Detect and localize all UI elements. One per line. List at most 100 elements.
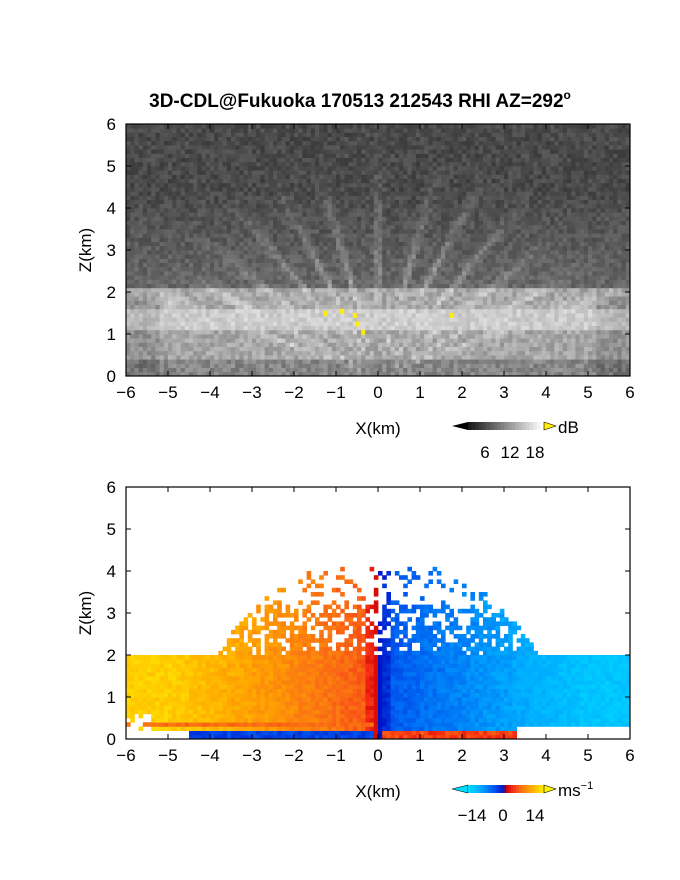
heatmap-cell bbox=[172, 367, 177, 373]
heatmap-cell bbox=[319, 212, 324, 217]
heatmap-cell bbox=[420, 371, 425, 377]
heatmap-cell bbox=[201, 262, 207, 268]
heatmap-cell bbox=[327, 170, 333, 175]
heatmap-cell bbox=[344, 262, 349, 268]
heatmap-cell bbox=[386, 292, 391, 297]
heatmap-cell bbox=[415, 178, 421, 184]
heatmap-cell bbox=[189, 266, 194, 272]
heatmap-cell bbox=[147, 233, 152, 238]
heatmap-cell bbox=[252, 342, 257, 347]
heatmap-cell bbox=[130, 338, 135, 343]
heatmap-cell bbox=[336, 195, 341, 200]
heatmap-cell bbox=[218, 170, 223, 175]
heatmap-cell bbox=[411, 136, 417, 142]
heatmap-cell bbox=[432, 157, 438, 163]
heatmap-cell bbox=[151, 338, 156, 343]
heatmap-cell bbox=[306, 355, 312, 360]
heatmap-cell bbox=[168, 199, 173, 205]
heatmap-cell bbox=[310, 182, 316, 188]
heatmap-cell bbox=[420, 153, 425, 158]
heatmap-cell bbox=[142, 325, 148, 331]
heatmap-cell bbox=[420, 329, 425, 335]
heatmap-cell bbox=[126, 153, 131, 158]
heatmap-cell bbox=[394, 187, 400, 192]
heatmap-cell bbox=[462, 136, 467, 142]
heatmap-cell bbox=[247, 338, 253, 343]
heatmap-cell bbox=[268, 229, 274, 234]
heatmap-cell bbox=[432, 220, 438, 226]
heatmap-cell bbox=[142, 279, 148, 284]
heatmap-cell bbox=[210, 283, 215, 289]
heatmap-cell bbox=[222, 287, 228, 293]
heatmap-cell bbox=[378, 287, 383, 293]
heatmap-cell bbox=[289, 178, 295, 184]
heatmap-cell bbox=[130, 157, 135, 163]
heatmap-cell bbox=[319, 220, 324, 226]
heatmap-cell bbox=[357, 128, 362, 133]
heatmap-cell bbox=[369, 338, 375, 343]
heatmap-cell bbox=[315, 334, 320, 339]
heatmap-cell bbox=[319, 363, 324, 368]
heatmap-cell bbox=[336, 157, 341, 163]
heatmap-cell bbox=[411, 153, 417, 158]
heatmap-cell bbox=[210, 292, 215, 297]
heatmap-cell bbox=[159, 220, 165, 226]
heatmap-cell bbox=[176, 279, 181, 284]
heatmap-cell bbox=[138, 325, 144, 331]
heatmap-cell bbox=[441, 241, 446, 247]
heatmap-cell bbox=[373, 296, 379, 301]
heatmap-cell bbox=[378, 338, 383, 343]
heatmap-cell bbox=[407, 124, 412, 129]
heatmap-cell bbox=[298, 338, 303, 343]
heatmap-cell bbox=[411, 275, 417, 280]
heatmap-cell bbox=[201, 346, 207, 352]
heatmap-cell bbox=[344, 128, 349, 133]
heatmap-cell bbox=[474, 371, 480, 377]
heatmap-cell bbox=[319, 271, 324, 276]
heatmap-cell bbox=[361, 187, 366, 192]
heatmap-cell bbox=[243, 287, 249, 293]
heatmap-cell bbox=[252, 191, 257, 196]
heatmap-cell bbox=[176, 254, 181, 259]
heatmap-cell bbox=[247, 124, 253, 129]
heatmap-cell bbox=[247, 342, 253, 347]
heatmap-cell bbox=[432, 208, 438, 213]
heatmap-cell bbox=[184, 229, 190, 234]
heatmap-cell bbox=[239, 124, 244, 129]
heatmap-cell bbox=[176, 275, 181, 280]
heatmap-cell bbox=[386, 304, 391, 310]
heatmap-cell bbox=[172, 279, 177, 284]
heatmap-cell bbox=[327, 237, 333, 242]
heatmap-cell bbox=[441, 304, 446, 310]
heatmap-cell bbox=[243, 149, 249, 154]
heatmap-cell bbox=[373, 338, 379, 343]
heatmap-cell bbox=[302, 245, 307, 251]
heatmap-cell bbox=[449, 220, 454, 226]
heatmap-cell bbox=[252, 355, 257, 360]
heatmap-cell bbox=[319, 182, 324, 188]
heatmap-cell bbox=[323, 212, 328, 217]
heatmap-cell bbox=[281, 224, 286, 230]
heatmap-cell bbox=[428, 279, 433, 284]
heatmap-cell bbox=[407, 191, 412, 196]
heatmap-cell bbox=[298, 233, 303, 238]
heatmap-cell bbox=[344, 237, 349, 242]
heatmap-cell bbox=[155, 170, 160, 175]
heatmap-cell bbox=[373, 140, 379, 146]
heatmap-cell bbox=[138, 145, 144, 150]
heatmap-cell bbox=[344, 216, 349, 221]
heatmap-cell bbox=[428, 237, 433, 242]
heatmap-cell bbox=[168, 300, 173, 305]
heatmap-cell bbox=[327, 128, 333, 133]
heatmap-cell bbox=[462, 279, 467, 284]
heatmap-cell bbox=[159, 296, 165, 301]
heatmap-cell bbox=[205, 367, 211, 373]
heatmap-cell bbox=[453, 237, 459, 242]
heatmap-cell bbox=[168, 136, 173, 142]
heatmap-cell bbox=[163, 346, 169, 352]
heatmap-cell bbox=[273, 308, 278, 314]
heatmap-cell bbox=[390, 321, 396, 326]
heatmap-cell bbox=[466, 241, 471, 247]
heatmap-cell bbox=[340, 182, 345, 188]
heatmap-cell bbox=[432, 283, 438, 289]
